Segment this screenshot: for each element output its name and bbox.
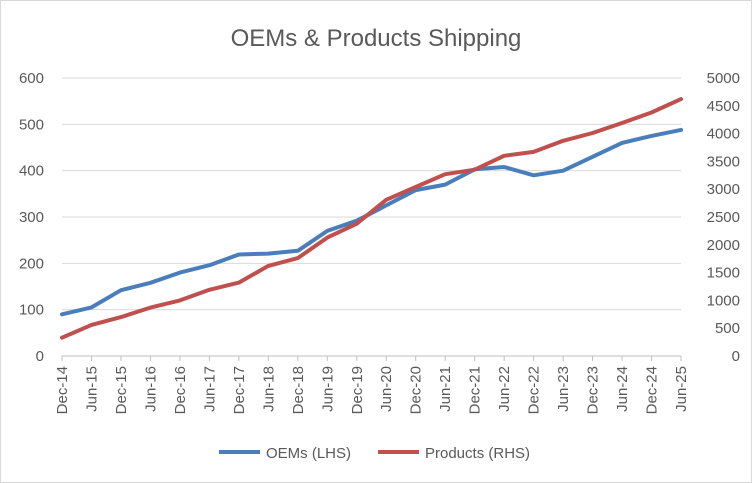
legend: OEMs (LHS) Products (RHS) xyxy=(219,445,530,462)
left-tick-label: 600 xyxy=(19,70,44,87)
chart-title: OEMs & Products Shipping xyxy=(231,25,522,52)
x-tick-label: Dec-15 xyxy=(113,366,130,414)
left-tick-label: 0 xyxy=(36,348,44,365)
right-tick-label: 4000 xyxy=(707,126,740,143)
x-tick-label: Jun-18 xyxy=(260,366,277,412)
left-tick-label: 400 xyxy=(19,163,44,180)
x-tick-label: Dec-20 xyxy=(408,366,425,414)
x-tick-label: Jun-21 xyxy=(437,366,454,412)
x-tick-label: Jun-24 xyxy=(614,366,631,412)
legend-label-products: Products (RHS) xyxy=(425,445,530,462)
left-tick-label: 100 xyxy=(19,302,44,319)
right-tick-label: 4500 xyxy=(707,98,740,115)
x-tick-label: Dec-19 xyxy=(349,366,366,414)
left-tick-label: 500 xyxy=(19,116,44,133)
right-tick-label: 2000 xyxy=(707,237,740,254)
right-tick-label: 3500 xyxy=(707,153,740,170)
x-axis-ticks: Dec-14 Jun-15 Dec-15 Jun-16 Dec-16 Jun-17 Dec-… xyxy=(54,356,690,414)
right-tick-label: 0 xyxy=(732,348,740,365)
series-line-products xyxy=(60,97,683,340)
x-tick-label: Dec-23 xyxy=(585,366,602,414)
right-tick-label: 3000 xyxy=(707,181,740,198)
right-tick-label: 1000 xyxy=(707,292,740,309)
x-tick-label: Jun-20 xyxy=(378,366,395,412)
series-lines xyxy=(60,97,683,340)
x-tick-label: Jun-22 xyxy=(496,366,513,412)
x-tick-label: Dec-14 xyxy=(54,366,71,414)
legend-label-oems: OEMs (LHS) xyxy=(266,445,351,462)
right-tick-label: 500 xyxy=(715,320,740,337)
x-tick-label: Dec-21 xyxy=(467,366,484,414)
series-line-oems xyxy=(60,127,683,317)
x-tick-label: Jun-16 xyxy=(142,366,159,412)
x-tick-label: Dec-16 xyxy=(172,366,189,414)
right-tick-label: 1500 xyxy=(707,265,740,282)
x-tick-label: Jun-19 xyxy=(319,366,336,412)
right-tick-label: 5000 xyxy=(707,70,740,87)
right-tick-label: 2500 xyxy=(707,209,740,226)
x-tick-label: Dec-18 xyxy=(290,366,307,414)
x-tick-label: Dec-24 xyxy=(644,366,661,414)
x-tick-label: Dec-17 xyxy=(231,366,248,414)
left-axis-ticks: 0 100 200 300 400 500 600 xyxy=(19,70,44,365)
x-tick-label: Jun-23 xyxy=(555,366,572,412)
x-tick-label: Jun-15 xyxy=(83,366,100,412)
right-axis-ticks: 0 500 1000 1500 2000 2500 3000 3500 4000 4500 5000 xyxy=(707,70,740,365)
x-tick-label: Dec-22 xyxy=(526,366,543,414)
x-tick-label: Jun-25 xyxy=(673,366,690,412)
x-tick-label: Jun-17 xyxy=(201,366,218,412)
gridlines xyxy=(62,77,681,357)
left-tick-label: 300 xyxy=(19,209,44,226)
left-tick-label: 200 xyxy=(19,255,44,272)
